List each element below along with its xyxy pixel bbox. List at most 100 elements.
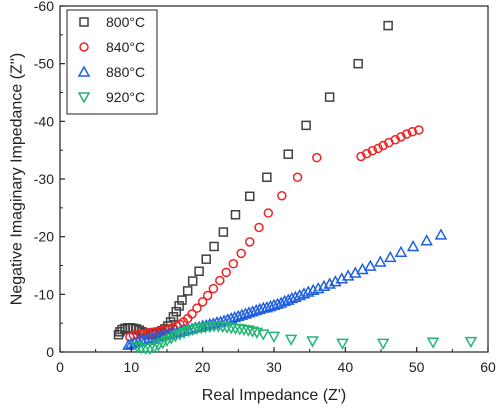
- data-point: [383, 250, 397, 263]
- data-points: [113, 20, 478, 356]
- data-point: [361, 148, 372, 159]
- data-point: [146, 331, 160, 343]
- data-point: [434, 228, 448, 240]
- data-point: [401, 129, 412, 139]
- data-point: [197, 297, 208, 307]
- legend-marker: [77, 92, 91, 104]
- legend-label: 920°C: [106, 89, 145, 105]
- data-point: [407, 126, 418, 137]
- data-point: [390, 135, 401, 145]
- legend-box: [66, 9, 158, 115]
- data-point: [267, 331, 281, 343]
- data-point: [132, 335, 145, 347]
- x-tick-label: 40: [338, 359, 354, 375]
- data-point: [263, 208, 274, 218]
- data-point: [257, 329, 270, 341]
- legend-label: 880°C: [106, 64, 145, 80]
- y-axis-title: Negative Imaginary Impedance (Z''): [9, 53, 26, 305]
- y-tick-label: -50: [34, 56, 54, 72]
- data-point: [464, 336, 478, 349]
- data-point: [221, 267, 231, 278]
- data-point: [394, 245, 408, 257]
- data-point: [236, 248, 246, 259]
- data-point: [262, 172, 272, 183]
- data-point: [168, 312, 179, 322]
- data-point: [171, 306, 182, 317]
- data-point: [376, 338, 390, 350]
- x-axis-ticks: 0 10 20 30 40 50 60: [56, 347, 496, 375]
- y-tick-label: -60: [34, 0, 54, 14]
- data-point: [324, 92, 335, 102]
- data-point: [228, 259, 239, 269]
- data-point: [253, 302, 267, 315]
- legend-label: 800°C: [106, 14, 145, 30]
- data-point: [192, 303, 202, 313]
- data-point: [202, 290, 213, 301]
- y-axis-ticks: 0 -10 -20 -30 -40 -50 -60: [34, 0, 65, 360]
- data-point: [246, 326, 259, 338]
- data-point: [194, 266, 204, 277]
- legend-marker: [77, 65, 91, 77]
- data-point: [230, 210, 241, 220]
- x-tick-label: 10: [124, 359, 140, 375]
- data-point: [285, 291, 299, 304]
- y-tick-label: -30: [34, 171, 54, 187]
- x-axis-title: Real Impedance (Z'): [202, 387, 346, 404]
- x-tick-label: 60: [480, 359, 496, 375]
- data-point: [301, 285, 315, 297]
- data-point: [201, 254, 211, 264]
- data-point: [182, 286, 193, 296]
- data-point: [174, 301, 184, 311]
- legend-marker: [79, 17, 89, 27]
- data-point: [406, 239, 420, 252]
- data-point: [312, 152, 322, 163]
- data-point: [208, 283, 219, 294]
- data-point: [426, 337, 440, 349]
- data-point: [367, 145, 378, 156]
- y-tick-label: -20: [34, 229, 54, 245]
- data-point: [364, 259, 377, 271]
- data-point: [306, 283, 320, 296]
- plot-area: [59, 5, 489, 356]
- legend-marker: [79, 42, 89, 52]
- data-point: [356, 262, 369, 275]
- y-tick-label: -10: [34, 286, 54, 302]
- data-point: [420, 234, 433, 246]
- data-point: [283, 149, 294, 159]
- data-point: [373, 143, 383, 154]
- data-point: [293, 288, 306, 301]
- legend: 800°C 840°C 880°C 920°C: [66, 9, 158, 115]
- data-point: [378, 140, 388, 151]
- data-point: [292, 172, 303, 183]
- data-point: [187, 309, 197, 319]
- data-point: [130, 342, 144, 354]
- data-point: [244, 237, 255, 247]
- data-point: [177, 295, 187, 305]
- data-point: [383, 20, 393, 31]
- data-point: [254, 222, 264, 233]
- data-point: [289, 290, 302, 302]
- series-2: [125, 125, 424, 342]
- series-4: [130, 321, 478, 356]
- x-tick-label: 30: [266, 359, 282, 375]
- data-point: [284, 334, 298, 346]
- data-point: [277, 190, 287, 201]
- data-point: [353, 58, 363, 69]
- data-point: [414, 125, 424, 135]
- data-point: [218, 227, 229, 237]
- data-point: [187, 276, 198, 286]
- data-point: [356, 151, 366, 162]
- x-tick-label: 50: [409, 359, 425, 375]
- data-point: [336, 338, 349, 350]
- data-point: [396, 132, 406, 142]
- data-point: [215, 275, 225, 286]
- data-point: [297, 287, 311, 299]
- y-tick-label: 0: [46, 344, 54, 360]
- legend-label: 840°C: [106, 39, 145, 55]
- data-point: [301, 120, 311, 131]
- x-tick-label: 0: [56, 359, 64, 375]
- y-tick-label: -40: [34, 113, 54, 129]
- data-point: [209, 241, 219, 252]
- x-tick-label: 20: [195, 359, 211, 375]
